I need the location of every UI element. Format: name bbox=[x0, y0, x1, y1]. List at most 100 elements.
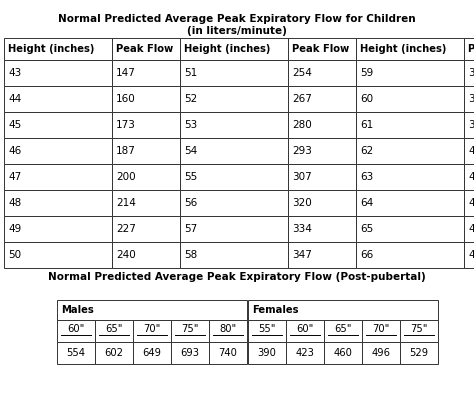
Bar bbox=[180, 190, 288, 216]
Bar bbox=[356, 38, 464, 60]
Bar bbox=[112, 86, 180, 112]
Bar bbox=[464, 112, 474, 138]
Bar bbox=[288, 242, 356, 268]
Text: Normal Predicted Average Peak Expiratory Flow (Post-pubertal): Normal Predicted Average Peak Expiratory… bbox=[48, 272, 426, 282]
Text: 254: 254 bbox=[292, 68, 312, 78]
Text: 147: 147 bbox=[116, 68, 136, 78]
Bar bbox=[356, 216, 464, 242]
Text: 44: 44 bbox=[8, 94, 21, 104]
Bar bbox=[112, 242, 180, 268]
Text: 413: 413 bbox=[468, 172, 474, 182]
Text: 227: 227 bbox=[116, 224, 136, 234]
Bar bbox=[464, 190, 474, 216]
Text: 334: 334 bbox=[292, 224, 312, 234]
Bar bbox=[57, 342, 95, 364]
Bar bbox=[356, 112, 464, 138]
Bar bbox=[248, 342, 286, 364]
Text: Peak Flow: Peak Flow bbox=[116, 44, 173, 54]
Text: 267: 267 bbox=[292, 94, 312, 104]
Bar bbox=[362, 320, 400, 342]
Text: Height (inches): Height (inches) bbox=[8, 44, 94, 54]
Text: Males: Males bbox=[61, 305, 94, 315]
Text: 45: 45 bbox=[8, 120, 21, 130]
Text: 47: 47 bbox=[8, 172, 21, 182]
Bar bbox=[464, 242, 474, 268]
Bar bbox=[464, 138, 474, 164]
Bar bbox=[4, 138, 112, 164]
Bar bbox=[4, 190, 112, 216]
Text: Peak Flow: Peak Flow bbox=[468, 44, 474, 54]
Text: 65: 65 bbox=[360, 224, 373, 234]
Bar bbox=[180, 112, 288, 138]
Text: 373: 373 bbox=[468, 94, 474, 104]
Bar bbox=[356, 190, 464, 216]
Text: 160: 160 bbox=[116, 94, 136, 104]
Text: 240: 240 bbox=[116, 250, 136, 260]
Text: 59: 59 bbox=[360, 68, 373, 78]
Bar bbox=[4, 38, 112, 60]
Bar bbox=[356, 86, 464, 112]
Bar bbox=[209, 342, 247, 364]
Text: 427: 427 bbox=[468, 198, 474, 208]
Bar bbox=[288, 86, 356, 112]
Bar bbox=[248, 320, 286, 342]
Text: (in liters/minute): (in liters/minute) bbox=[187, 26, 287, 36]
Text: 740: 740 bbox=[219, 348, 237, 358]
Text: 70": 70" bbox=[143, 324, 161, 334]
Bar bbox=[400, 320, 438, 342]
Text: Height (inches): Height (inches) bbox=[184, 44, 270, 54]
Text: 400: 400 bbox=[468, 146, 474, 156]
Text: 56: 56 bbox=[184, 198, 197, 208]
Bar bbox=[4, 60, 112, 86]
Text: 49: 49 bbox=[8, 224, 21, 234]
Bar bbox=[464, 164, 474, 190]
Bar bbox=[248, 300, 438, 320]
Bar bbox=[288, 38, 356, 60]
Text: 48: 48 bbox=[8, 198, 21, 208]
Text: 460: 460 bbox=[334, 348, 353, 358]
Text: 57: 57 bbox=[184, 224, 197, 234]
Text: 66: 66 bbox=[360, 250, 373, 260]
Bar bbox=[57, 320, 95, 342]
Text: 200: 200 bbox=[116, 172, 136, 182]
Bar bbox=[4, 86, 112, 112]
Bar bbox=[180, 38, 288, 60]
Text: 75": 75" bbox=[410, 324, 428, 334]
Text: 64: 64 bbox=[360, 198, 373, 208]
Bar bbox=[356, 60, 464, 86]
Bar bbox=[112, 60, 180, 86]
Text: 454: 454 bbox=[468, 250, 474, 260]
Text: 554: 554 bbox=[66, 348, 85, 358]
Bar bbox=[4, 216, 112, 242]
Text: 55": 55" bbox=[258, 324, 276, 334]
Bar bbox=[362, 342, 400, 364]
Text: 214: 214 bbox=[116, 198, 136, 208]
Text: 280: 280 bbox=[292, 120, 312, 130]
Bar bbox=[464, 86, 474, 112]
Text: 50: 50 bbox=[8, 250, 21, 260]
Bar bbox=[180, 60, 288, 86]
Text: 387: 387 bbox=[468, 120, 474, 130]
Text: 54: 54 bbox=[184, 146, 197, 156]
Bar bbox=[356, 242, 464, 268]
Text: 293: 293 bbox=[292, 146, 312, 156]
Text: 423: 423 bbox=[296, 348, 314, 358]
Bar bbox=[4, 164, 112, 190]
Bar bbox=[464, 38, 474, 60]
Text: 60": 60" bbox=[296, 324, 314, 334]
Text: 52: 52 bbox=[184, 94, 197, 104]
Text: 60": 60" bbox=[67, 324, 85, 334]
Text: 55: 55 bbox=[184, 172, 197, 182]
Text: 51: 51 bbox=[184, 68, 197, 78]
Bar bbox=[209, 320, 247, 342]
Bar bbox=[286, 342, 324, 364]
Bar bbox=[180, 164, 288, 190]
Text: 693: 693 bbox=[181, 348, 200, 358]
Bar bbox=[180, 138, 288, 164]
Text: 496: 496 bbox=[372, 348, 391, 358]
Text: 347: 347 bbox=[292, 250, 312, 260]
Text: 529: 529 bbox=[410, 348, 428, 358]
Bar bbox=[112, 38, 180, 60]
Bar bbox=[133, 320, 171, 342]
Text: 70": 70" bbox=[372, 324, 390, 334]
